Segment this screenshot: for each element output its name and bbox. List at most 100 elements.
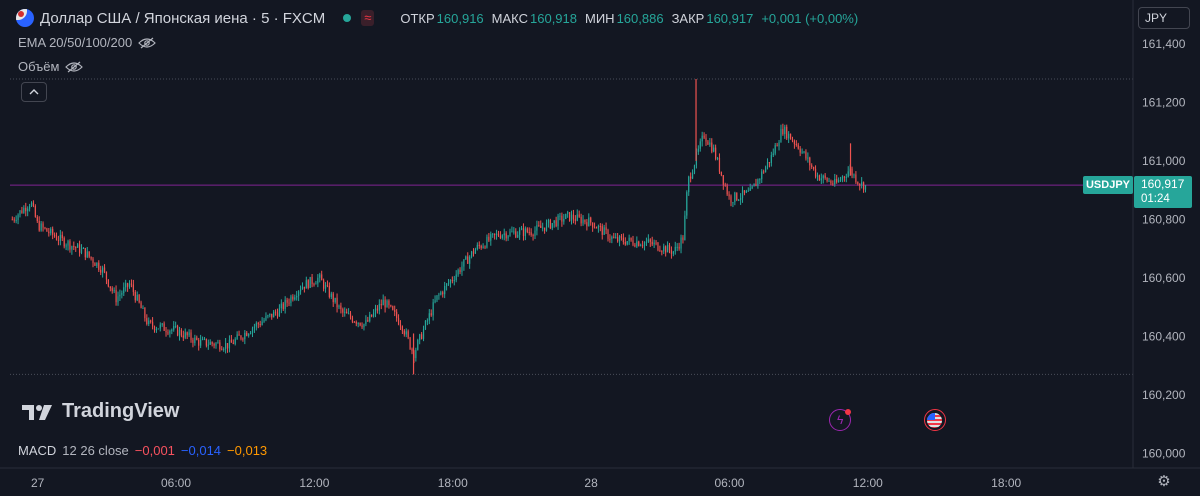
candle-body — [399, 324, 402, 327]
candle-body — [223, 348, 225, 350]
candle-body — [638, 241, 640, 246]
price-tick-label: 161,200 — [1142, 95, 1186, 109]
volume-indicator-row[interactable]: Объём — [18, 59, 84, 74]
candle-body — [615, 237, 617, 239]
candle-body — [643, 242, 646, 246]
candle-body — [269, 313, 271, 316]
candle-body — [832, 183, 834, 185]
candle-body — [847, 171, 849, 177]
candle-body — [163, 323, 165, 331]
candle-body — [80, 248, 83, 253]
candle-body — [716, 157, 719, 159]
candle-body — [711, 142, 713, 152]
candle-body — [19, 210, 21, 215]
candle-body — [590, 217, 592, 223]
candle-body — [317, 277, 319, 284]
change-value: +0,001 (+0,00%) — [761, 10, 859, 26]
candle-body — [419, 334, 421, 340]
candle-body — [25, 207, 27, 212]
candle-body — [271, 313, 273, 318]
candle-body — [282, 303, 284, 309]
candle-body — [405, 331, 407, 335]
candle-body — [572, 214, 575, 220]
candle-body — [273, 311, 275, 318]
eye-hidden-icon[interactable] — [65, 61, 84, 73]
candle-body — [225, 343, 227, 349]
candle-body — [603, 227, 605, 235]
event-alert-dot — [845, 409, 852, 415]
chart-settings-gear-icon[interactable]: ⚙ — [1157, 473, 1171, 490]
candle-body — [11, 219, 13, 221]
candle-body — [351, 317, 354, 322]
candle-body — [422, 329, 425, 339]
candle-body — [722, 175, 724, 185]
tradingview-watermark: TradingView — [22, 400, 179, 423]
wave-icon[interactable]: ≈ — [361, 10, 375, 26]
candle-body — [549, 219, 551, 229]
candle-body — [342, 309, 344, 313]
candle-body — [686, 192, 688, 216]
candle-body — [805, 151, 807, 159]
candle-body — [127, 283, 129, 287]
candle-body — [651, 241, 653, 245]
candle-body — [774, 145, 776, 154]
candle-body — [826, 177, 828, 182]
candle-body — [115, 290, 117, 303]
candle-body — [253, 326, 256, 329]
candle-body — [495, 233, 498, 235]
candle-body — [630, 237, 632, 241]
candle-body — [703, 135, 705, 138]
bar-countdown: 01:24 — [1141, 193, 1170, 205]
candle-body — [188, 332, 190, 336]
symbol-title[interactable]: Доллар США / Японская иена · 5 · FXCM — [40, 9, 326, 27]
candles — [11, 78, 867, 375]
candle-body — [192, 339, 194, 343]
candle-body — [793, 140, 796, 144]
candle-body — [251, 328, 254, 333]
candle-body — [509, 231, 511, 236]
eye-hidden-icon[interactable] — [138, 37, 157, 49]
candle-body — [29, 206, 31, 209]
candle-body — [340, 305, 342, 310]
candle-body — [111, 288, 113, 291]
price-tick-label: 161,000 — [1142, 154, 1186, 168]
candle-body — [736, 192, 738, 201]
candle-body — [605, 227, 607, 231]
candle-body — [401, 326, 403, 331]
time-tick-label: 27 — [31, 476, 45, 490]
candle-body — [196, 337, 198, 340]
candle-body — [864, 185, 867, 190]
low-value: 160,886 — [616, 10, 664, 26]
collapse-indicators-button[interactable] — [21, 82, 47, 102]
candle-body — [699, 141, 701, 149]
candle-body — [361, 325, 363, 328]
currency-selector[interactable]: JPY — [1138, 7, 1190, 29]
candle-body — [209, 342, 211, 345]
price-tick-label: 160,600 — [1142, 271, 1186, 285]
candle-body — [117, 296, 119, 303]
candle-body — [384, 299, 386, 308]
candle-body — [146, 318, 148, 324]
candle-body — [65, 245, 67, 247]
candle-body — [365, 320, 367, 324]
us-flag-event-icon[interactable] — [923, 409, 946, 431]
candle-body — [634, 244, 636, 247]
candle-body — [624, 241, 626, 245]
candle-body — [321, 274, 323, 281]
lightning-event-icon[interactable]: ϟ — [829, 409, 852, 431]
candle-body — [707, 141, 709, 145]
candle-body — [751, 186, 753, 189]
ema-indicator-row[interactable]: EMA 20/50/100/200 — [18, 35, 157, 50]
candle-body — [94, 263, 96, 266]
candle-body — [690, 176, 692, 179]
candle-body — [670, 250, 673, 254]
candle-body — [349, 313, 352, 318]
candle-body — [67, 241, 69, 246]
candle-body — [315, 283, 317, 285]
candle-body — [309, 276, 311, 288]
candle-body — [228, 339, 231, 349]
candle-body — [457, 269, 459, 275]
macd-legend[interactable]: MACD 12 26 close −0,001 −0,014 −0,013 — [18, 443, 267, 458]
candle-body — [330, 293, 332, 297]
